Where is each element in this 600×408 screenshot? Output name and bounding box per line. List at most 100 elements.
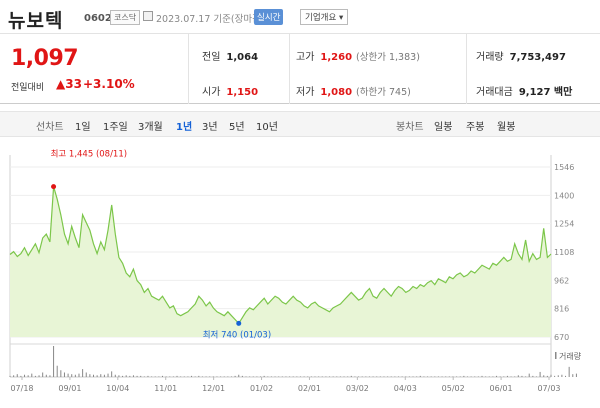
volume-bar	[318, 376, 320, 377]
volume-bar	[158, 376, 160, 377]
volume-bar	[517, 375, 519, 377]
volume-bar	[456, 376, 458, 377]
volume-bar	[143, 376, 145, 377]
volume-bar	[147, 375, 149, 377]
volume-bar	[546, 375, 548, 377]
volume-bar	[140, 375, 142, 377]
volume-bar	[514, 376, 516, 377]
period-tabs: 선차트 1일 1주일 3개월 1년 3년 5년 10년 봉차트 일봉 주봉 월봉	[0, 111, 600, 137]
volume-bar	[122, 375, 124, 377]
volume-bar	[89, 374, 91, 377]
high-annotation: 최고 1,445 (08/11)	[51, 149, 128, 160]
volume-bar	[34, 375, 36, 377]
volume-bar	[31, 373, 33, 377]
volume-bar	[278, 376, 280, 377]
volume-bar	[401, 376, 403, 377]
volume-bar	[24, 374, 26, 377]
x-tick-label: 05/02	[442, 384, 465, 393]
tab-1y[interactable]: 1년	[176, 122, 193, 133]
volume-bar	[445, 376, 447, 377]
volume-bar	[209, 376, 211, 377]
volume-bar	[296, 376, 298, 377]
volume-bar	[412, 376, 414, 377]
tab-3m[interactable]: 3개월	[138, 122, 163, 133]
volume-bar	[561, 374, 563, 377]
x-tick-label: 02/01	[298, 384, 321, 393]
volume-bar	[452, 376, 454, 377]
price-line	[9, 186, 552, 325]
tab-weekly[interactable]: 주봉	[466, 122, 485, 133]
volume-bar	[383, 376, 385, 377]
tab-3y[interactable]: 3년	[202, 122, 218, 133]
volume-bar	[292, 376, 294, 377]
volume-bar	[49, 375, 51, 377]
x-tick-label: 07/03	[537, 384, 560, 393]
volume-bar	[379, 376, 381, 377]
volume-bar	[321, 376, 323, 377]
high-marker	[51, 184, 57, 190]
volume-bar	[408, 376, 410, 377]
volume-bar	[194, 376, 196, 377]
volume-bar	[118, 375, 120, 377]
volume-bar	[129, 375, 131, 377]
volume-bar	[249, 376, 251, 377]
tab-monthly[interactable]: 월봉	[497, 122, 516, 133]
volume-bar	[528, 373, 530, 377]
y-tick-label: 816	[554, 305, 569, 314]
volume-bar	[169, 376, 171, 377]
volume-bar	[82, 369, 84, 377]
volume-bar	[568, 366, 570, 377]
volume-bar	[13, 375, 15, 377]
volume-bar	[151, 376, 153, 377]
volume-bar	[339, 376, 341, 377]
volume-bar	[274, 376, 276, 377]
volume-bar	[448, 376, 450, 377]
volume-bar	[459, 376, 461, 377]
stock-code: 060260	[84, 13, 126, 24]
volume-bar	[238, 374, 240, 377]
volume-bar	[245, 376, 247, 377]
volume-bar	[78, 373, 80, 377]
volume-bar	[521, 375, 523, 377]
volume-bar	[234, 375, 236, 377]
price-change-pct: +3.10%	[83, 77, 135, 91]
volume-bar	[281, 376, 283, 377]
divider	[188, 34, 189, 104]
volume-bar	[270, 376, 272, 377]
volume-bar	[9, 375, 11, 377]
volume-bar	[183, 376, 185, 377]
amount-field: 거래대금 9,127 백만	[476, 87, 573, 98]
volume-bar	[419, 375, 421, 377]
volume-bar	[38, 375, 40, 377]
tab-1w[interactable]: 1주일	[103, 122, 128, 133]
volume-bar	[398, 376, 400, 377]
volume-bar	[474, 376, 476, 377]
volume-bar	[488, 376, 490, 377]
tab-daily[interactable]: 일봉	[434, 122, 453, 133]
volume-label: 거래량	[559, 351, 582, 361]
tab-5y[interactable]: 5년	[229, 122, 245, 133]
tab-10y[interactable]: 10년	[256, 122, 278, 133]
realtime-button[interactable]: 실시간	[254, 9, 284, 25]
volume-bar	[430, 376, 432, 377]
volume-bar	[161, 375, 163, 377]
stock-header: 뉴보텍 060260 코스닥 2023.07.17 기준(장마감) 실시간 기업…	[0, 0, 600, 34]
volume-bar	[554, 375, 556, 377]
company-info-dropdown[interactable]: 기업개요 ▾	[300, 9, 349, 25]
x-tick-label: 07/18	[10, 384, 33, 393]
low-field: 저가 1,080 (하한가 745)	[296, 87, 411, 98]
volume-bar	[350, 375, 352, 377]
volume-bar	[176, 375, 178, 377]
y-tick-label: 1546	[554, 163, 574, 172]
x-tick-label: 03/02	[346, 384, 369, 393]
volume-bar	[241, 375, 243, 377]
tab-1d[interactable]: 1일	[75, 122, 91, 133]
volume-bar	[463, 375, 465, 377]
line-chart-label: 선차트	[36, 122, 64, 133]
volume-bar	[390, 376, 392, 377]
volume-bar	[535, 376, 537, 377]
volume-bar	[205, 376, 207, 377]
price-area	[10, 186, 551, 337]
low-annotation: 최저 740 (01/03)	[203, 329, 271, 340]
